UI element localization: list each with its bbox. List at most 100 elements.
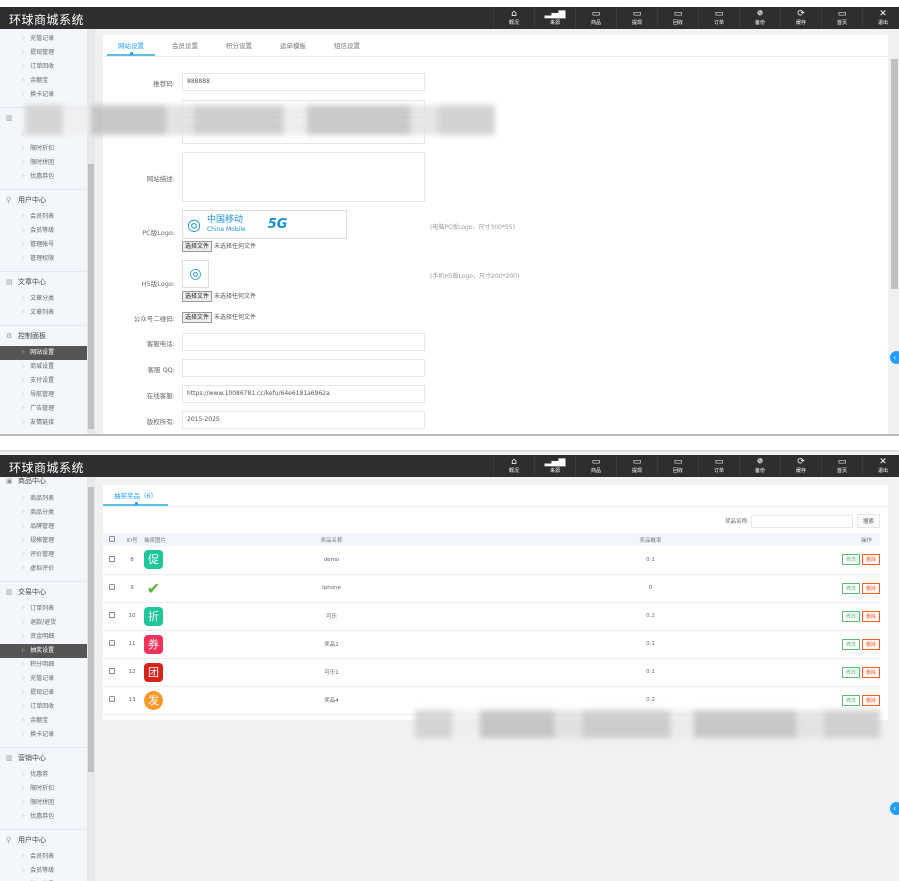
phone-input[interactable] [182, 333, 425, 351]
sidebar-item[interactable]: ⊦ 文章分类 [0, 292, 87, 306]
h5-logo-choose-button[interactable]: 选择文件 [182, 291, 213, 302]
delete-button[interactable]: 删除 [861, 610, 880, 622]
nav-monitor-5[interactable]: ▭ 订单 [698, 455, 739, 477]
nav-signal-1[interactable]: ▂▄▆ 来源 [534, 7, 575, 29]
row-checkbox[interactable] [108, 640, 115, 646]
sidebar-item[interactable]: ⊦ 充值记录 [0, 32, 87, 46]
edit-button[interactable]: 修改 [841, 666, 860, 678]
sidebar-item[interactable]: ⊦ 余额宝 [0, 714, 87, 728]
sidebar-item[interactable]: ⊦ 订单回收 [0, 700, 87, 714]
sidebar-item[interactable]: ⊦ 提现记录 [0, 686, 87, 700]
delete-button[interactable]: 删除 [861, 582, 880, 594]
delete-button[interactable]: 删除 [861, 666, 880, 678]
collapse-button[interactable]: ‹ [890, 802, 899, 815]
nav-home-0[interactable]: ⌂ 概况 [493, 455, 534, 477]
nav-monitor-8[interactable]: ▭ 首页 [821, 7, 862, 29]
sidebar-scrollbar[interactable] [87, 29, 95, 434]
sidebar-item[interactable]: ⊦ 商品列表 [0, 492, 87, 506]
nav-monitor-2[interactable]: ▭ 商品 [575, 7, 616, 29]
edit-button[interactable]: 修改 [841, 638, 860, 650]
edit-button[interactable]: 修改 [841, 554, 860, 566]
pc-logo-choose-button[interactable]: 选择文件 [182, 241, 213, 252]
nav-gear-6[interactable]: ✵ 备份 [739, 455, 780, 477]
sidebar-section[interactable]: ▥ 交易中心 [0, 581, 87, 602]
sidebar-item[interactable]: ⊦ 商品分类 [0, 506, 87, 520]
sidebar-item[interactable]: ⊦ [0, 128, 87, 142]
sidebar-item[interactable]: ⊦ 虚拟评价 [0, 562, 87, 576]
nav-home-0[interactable]: ⌂ 概况 [493, 7, 534, 29]
tab-2[interactable]: 积分设置 [226, 42, 252, 50]
nav-refresh-7[interactable]: ⟳ 缓存 [780, 455, 821, 477]
sidebar-item[interactable]: ⊦ 换卡记录 [0, 728, 87, 742]
tab-3[interactable]: 运单模板 [280, 42, 306, 50]
select-all-checkbox[interactable] [108, 535, 115, 542]
sidebar-item[interactable]: ⊦ 会员等级 [0, 224, 87, 238]
page-scrollbar[interactable] [890, 29, 899, 434]
sidebar-item[interactable]: ⊦ 广告管理 [0, 402, 87, 416]
nav-monitor-5[interactable]: ▭ 订单 [698, 7, 739, 29]
tab-1[interactable]: 会员设置 [172, 42, 198, 50]
sidebar-item[interactable]: ⊦ 积分明细 [0, 658, 87, 672]
nav-gear-6[interactable]: ✵ 备份 [739, 7, 780, 29]
description-textarea[interactable] [182, 152, 425, 202]
sidebar-item[interactable]: ⊦ 提现管理 [0, 46, 87, 60]
sidebar-item[interactable]: ⊦ 充值记录 [0, 672, 87, 686]
sidebar-item[interactable]: ⊦ 品牌管理 [0, 520, 87, 534]
sidebar-item[interactable]: ⊦ 换卡记录 [0, 88, 87, 102]
delete-button[interactable]: 删除 [861, 694, 880, 706]
nav-close-9[interactable]: ✕ 退出 [862, 455, 899, 477]
sidebar-scrollbar[interactable] [87, 477, 95, 881]
nav-close-9[interactable]: ✕ 退出 [862, 7, 899, 29]
qrcode-choose-button[interactable]: 选择文件 [182, 312, 213, 323]
tab-4[interactable]: 短信设置 [334, 42, 360, 50]
row-checkbox[interactable] [108, 696, 115, 702]
sidebar-item[interactable]: ⊦ 订单回收 [0, 60, 87, 74]
sidebar-item[interactable]: ⊦ 订单列表 [0, 602, 87, 616]
sidebar-item[interactable]: ⊦ 限时折扣 [0, 782, 87, 796]
sidebar-item[interactable]: ⊦ 资金明细 [0, 630, 87, 644]
sidebar-item[interactable]: ⊦ 规格管理 [0, 534, 87, 548]
sidebar-item[interactable]: ⊦ 会员列表 [0, 850, 87, 864]
nav-monitor-8[interactable]: ▭ 首页 [821, 455, 862, 477]
sidebar-section[interactable]: ▣ 商品中心 [0, 477, 87, 492]
qq-input[interactable] [182, 359, 425, 377]
nav-monitor-2[interactable]: ▭ 商品 [575, 455, 616, 477]
nav-signal-1[interactable]: ▂▄▆ 来源 [534, 455, 575, 477]
row-checkbox[interactable] [108, 555, 115, 562]
sidebar-section[interactable]: ⚲ 用户中心 [0, 829, 87, 850]
copyright-input[interactable]: 2015-2025 [182, 411, 425, 429]
sidebar-item[interactable]: ⊦ 文章列表 [0, 306, 87, 320]
sidebar-item[interactable]: ⊦ 优惠券包 [0, 810, 87, 824]
edit-button[interactable]: 修改 [841, 582, 860, 594]
nav-refresh-7[interactable]: ⟳ 缓存 [780, 7, 821, 29]
sidebar-item[interactable]: ⊦ 优惠券包 [0, 170, 87, 184]
sidebar-item[interactable]: ⊦ 余额宝 [0, 74, 87, 88]
sidebar-item[interactable]: ⊦ 优惠券 [0, 768, 87, 782]
sidebar-item[interactable]: ⊦ 退款/退货 [0, 616, 87, 630]
sidebar-item[interactable]: ⊦ 会员等级 [0, 864, 87, 878]
nav-monitor-4[interactable]: ▭ 回收 [657, 7, 698, 29]
sidebar-item[interactable]: ⊦ 评价管理 [0, 548, 87, 562]
row-checkbox[interactable] [108, 584, 115, 590]
sidebar-section[interactable]: ⚙ 控制面板 [0, 325, 87, 346]
sidebar-item[interactable]: ⊦ 限时拼团 [0, 796, 87, 810]
sidebar-item[interactable]: ⊦ 限时拼团 [0, 156, 87, 170]
sidebar-item[interactable]: ⊦ 商城设置 [0, 360, 87, 374]
sidebar-item[interactable]: ⊦ 友情链接 [0, 416, 87, 430]
sidebar-section[interactable]: ⚲ 用户中心 [0, 189, 87, 210]
sidebar-section[interactable]: ▤ 文章中心 [0, 271, 87, 292]
sidebar-item[interactable]: ⊦ 会员列表 [0, 210, 87, 224]
row-checkbox[interactable] [108, 668, 115, 674]
delete-button[interactable]: 删除 [861, 554, 880, 566]
sidebar-item[interactable]: ⊦ 导航管理 [0, 388, 87, 402]
search-button[interactable]: 搜索 [856, 514, 880, 528]
nav-monitor-3[interactable]: ▭ 提现 [616, 455, 657, 477]
sidebar-item[interactable]: ⊦ 限时折扣 [0, 142, 87, 156]
online-service-input[interactable]: https://www.10086781.cc/kefu/64e6181a696… [182, 385, 425, 403]
tab-0[interactable]: 网站设置 [107, 35, 155, 56]
nav-monitor-3[interactable]: ▭ 提现 [616, 7, 657, 29]
delete-button[interactable]: 删除 [861, 638, 880, 650]
nav-monitor-4[interactable]: ▭ 回收 [657, 455, 698, 477]
edit-button[interactable]: 修改 [841, 610, 860, 622]
edit-button[interactable]: 修改 [841, 694, 860, 706]
